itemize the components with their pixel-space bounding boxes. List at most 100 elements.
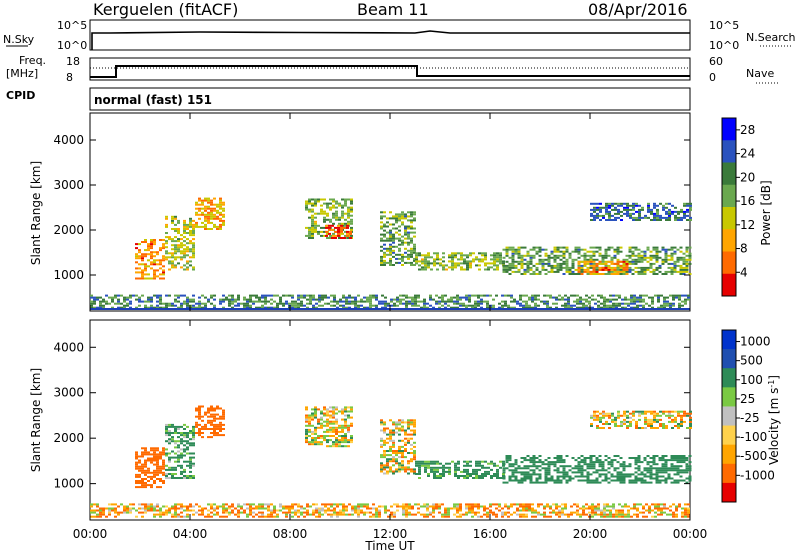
heatmap-cell	[670, 463, 674, 466]
heatmap-cell	[432, 505, 435, 508]
heatmap-cell	[604, 479, 608, 482]
heatmap-cell	[525, 503, 528, 506]
heatmap-cell	[415, 462, 418, 465]
heatmap-cell	[595, 273, 599, 275]
heatmap-cell	[243, 298, 246, 301]
heatmap-cell	[297, 505, 300, 508]
heatmap-cell	[314, 410, 317, 413]
heatmap-cell	[633, 503, 636, 506]
heatmap-cell	[496, 477, 499, 479]
heatmap-cell	[311, 222, 314, 225]
heatmap-cell	[401, 427, 404, 430]
heatmap-cell	[556, 250, 560, 253]
heatmap-cell	[590, 212, 593, 215]
heatmap-cell	[559, 481, 563, 484]
heatmap-cell	[404, 441, 407, 444]
heatmap-cell	[168, 268, 171, 271]
heatmap-cell	[317, 437, 320, 439]
heatmap-cell	[523, 475, 527, 478]
heatmap-cell	[407, 257, 410, 260]
heatmap-cell	[308, 237, 311, 239]
heatmap-cell	[511, 260, 515, 263]
heatmap-cell	[312, 296, 315, 299]
heatmap-cell	[583, 461, 587, 464]
heatmap-cell	[596, 414, 599, 417]
heatmap-cell	[264, 515, 267, 518]
heatmap-cell	[538, 248, 542, 251]
heatmap-cell	[291, 505, 294, 508]
heatmap-cell	[484, 262, 487, 265]
heatmap-cell	[345, 507, 348, 510]
heatmap-cell	[642, 507, 645, 510]
heatmap-cell	[436, 477, 439, 479]
heatmap-cell	[344, 230, 347, 233]
heatmap-cell	[413, 450, 416, 452]
heatmap-cell	[596, 212, 599, 215]
heatmap-cell	[640, 266, 644, 269]
heatmap-cell	[568, 465, 572, 468]
heatmap-cell	[657, 306, 660, 309]
heatmap-cell	[138, 469, 141, 472]
heatmap-cell	[195, 221, 198, 224]
heatmap-cell	[350, 222, 353, 225]
heatmap-cell	[562, 467, 566, 470]
heatmap-cell	[326, 232, 329, 235]
heatmap-cell	[147, 259, 150, 262]
heatmap-cell	[474, 294, 477, 297]
heatmap-cell	[159, 515, 162, 518]
heatmap-cell	[174, 217, 177, 220]
heatmap-cell	[99, 300, 102, 303]
heatmap-cell	[529, 457, 533, 459]
heatmap-cell	[585, 503, 588, 506]
heatmap-cell	[450, 300, 453, 303]
heatmap-cell	[676, 270, 680, 273]
heatmap-cell	[478, 477, 481, 479]
heatmap-cell	[562, 473, 566, 476]
heatmap-cell	[591, 503, 594, 506]
heatmap-cell	[258, 298, 261, 301]
heatmap-cell	[612, 302, 615, 305]
heatmap-cell	[186, 268, 189, 271]
heatmap-cell	[487, 268, 490, 271]
heatmap-cell	[558, 298, 561, 301]
heatmap-cell	[655, 254, 659, 257]
heatmap-cell	[410, 253, 413, 256]
heatmap-cell	[141, 294, 144, 297]
heatmap-cell	[380, 443, 383, 446]
heatmap-cell	[401, 257, 404, 260]
heatmap-cell	[597, 300, 600, 303]
heatmap-cell	[445, 466, 448, 469]
heatmap-cell	[219, 203, 222, 206]
heatmap-cell	[439, 475, 442, 477]
heatmap-cell	[366, 507, 369, 510]
heatmap-cell	[325, 224, 328, 227]
heatmap-cell	[407, 249, 410, 252]
heatmap-cell	[433, 473, 436, 475]
heatmap-cell	[129, 300, 132, 303]
heatmap-cell	[308, 418, 311, 421]
heatmap-cell	[117, 306, 120, 309]
heatmap-cell	[523, 262, 527, 265]
heatmap-cell	[337, 226, 340, 229]
heatmap-cell	[261, 503, 264, 506]
heatmap-cell	[153, 507, 156, 510]
heatmap-cell	[610, 463, 614, 466]
heatmap-cell	[294, 503, 297, 506]
heatmap-cell	[150, 243, 153, 246]
heatmap-cell	[599, 420, 602, 423]
heatmap-cell	[550, 479, 554, 482]
heatmap-cell	[628, 262, 632, 265]
heatmap-cell	[631, 258, 635, 261]
heatmap-cell	[105, 515, 108, 518]
heatmap-cell	[402, 302, 405, 305]
heatmap-cell	[213, 215, 216, 218]
heatmap-cell	[643, 273, 647, 275]
heatmap-cell	[357, 509, 360, 512]
heatmap-cell	[459, 507, 462, 510]
heatmap-cell	[423, 298, 426, 301]
heatmap-cell	[492, 306, 495, 309]
heatmap-cell	[147, 509, 150, 512]
heatmap-cell	[541, 264, 545, 267]
colorbar-tick-label: 25	[740, 392, 755, 406]
heatmap-cell	[588, 296, 591, 299]
